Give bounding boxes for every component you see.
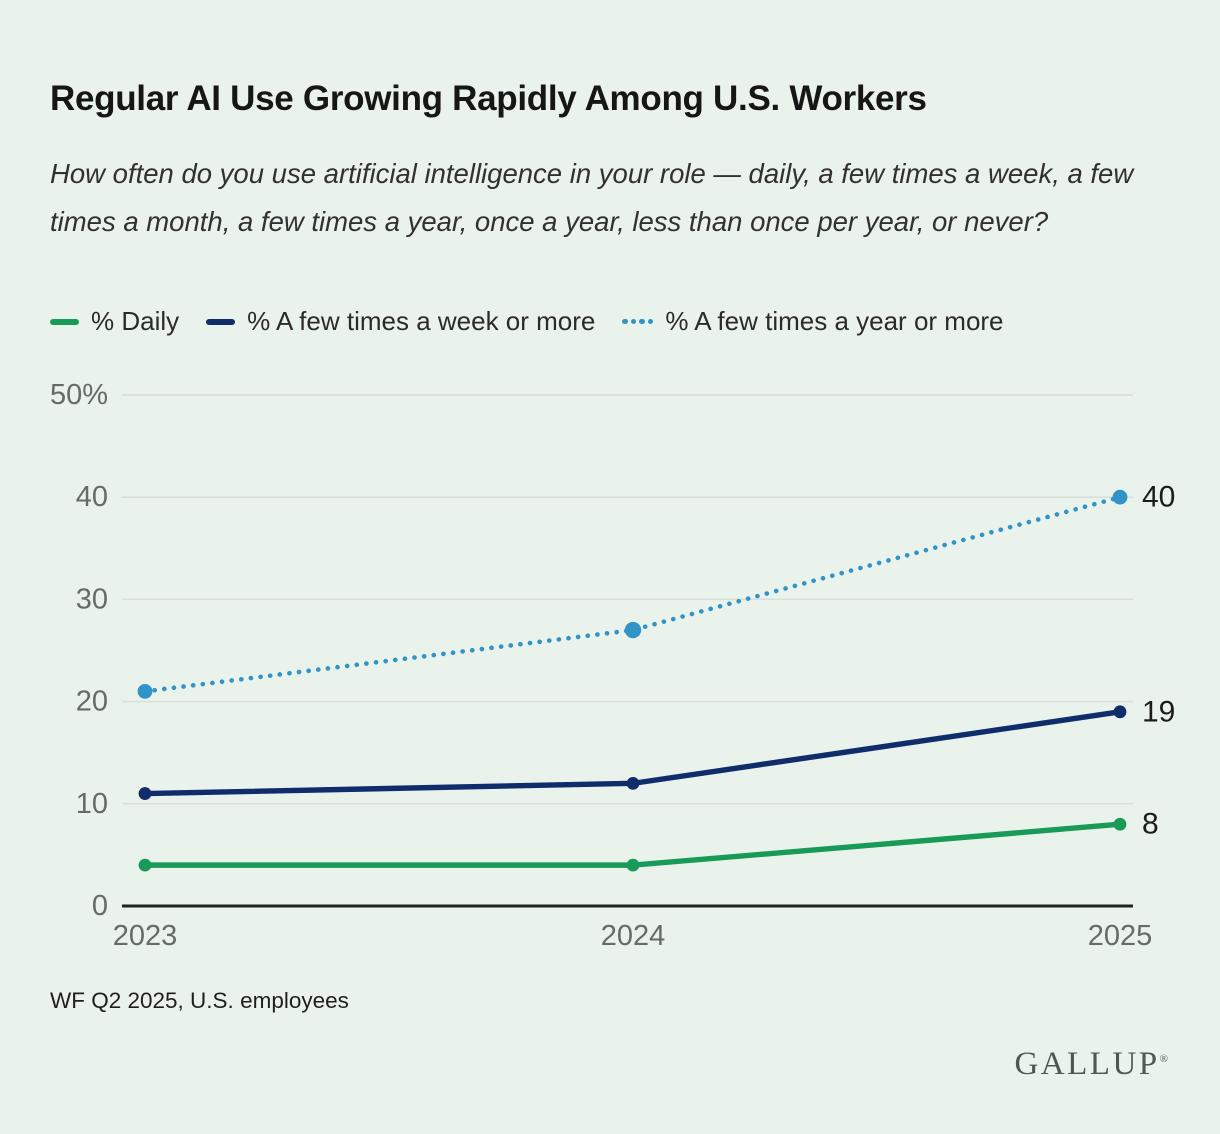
y-tick-label: 50% [50, 379, 108, 411]
series-line [142, 494, 1123, 694]
legend-label: % A few times a week or more [247, 306, 596, 336]
legend-item: % A few times a year or more [622, 306, 1004, 337]
series-end-value-label: 19 [1142, 695, 1175, 728]
data-point [626, 776, 640, 790]
gallup-logo: GALLUP® [1014, 1046, 1168, 1083]
chart-svg: 0 10 20 30 40 50% 2023 2024 2025 8 19 40 [50, 379, 1175, 952]
legend-line-icon [206, 318, 236, 325]
y-tick-label: 20 [76, 686, 108, 718]
series-end-value-label: 40 [1142, 481, 1175, 514]
legend-item: % Daily [50, 306, 179, 337]
x-tick-label: 2023 [113, 920, 178, 952]
legend-label: % A few times a year or more [665, 306, 1004, 336]
data-point [1112, 489, 1128, 505]
y-tick-label: 40 [76, 481, 108, 513]
page-title: Regular AI Use Growing Rapidly Among U.S… [50, 79, 927, 119]
data-point [624, 621, 642, 639]
y-tick-label: 0 [92, 890, 108, 922]
y-tick-label: 10 [76, 788, 108, 820]
survey-question-subtitle: How often do you use artificial intellig… [50, 157, 1134, 237]
source-note: WF Q2 2025, U.S. employees [50, 988, 349, 1013]
y-tick-label: 30 [76, 583, 108, 615]
data-point [1113, 705, 1127, 719]
data-point [138, 858, 152, 872]
legend-dotted-line-icon [622, 318, 654, 325]
data-point [137, 683, 153, 699]
gallup-logo-text: GALLUP [1014, 1046, 1160, 1082]
data-point [1113, 817, 1127, 831]
registered-mark: ® [1159, 1053, 1168, 1065]
legend-item: % A few times a week or more [206, 306, 595, 337]
data-point [626, 858, 640, 872]
x-tick-label: 2025 [1088, 920, 1153, 952]
x-tick-label: 2024 [601, 920, 666, 952]
line-chart: 0 10 20 30 40 50% 2023 2024 2025 8 19 40 [0, 368, 1220, 960]
chart-legend: % Daily % A few times a week or more % A f… [50, 306, 1004, 337]
legend-line-icon [50, 318, 79, 325]
data-point [138, 787, 152, 800]
legend-label: % Daily [91, 306, 180, 336]
series-end-value-label: 8 [1142, 808, 1159, 841]
